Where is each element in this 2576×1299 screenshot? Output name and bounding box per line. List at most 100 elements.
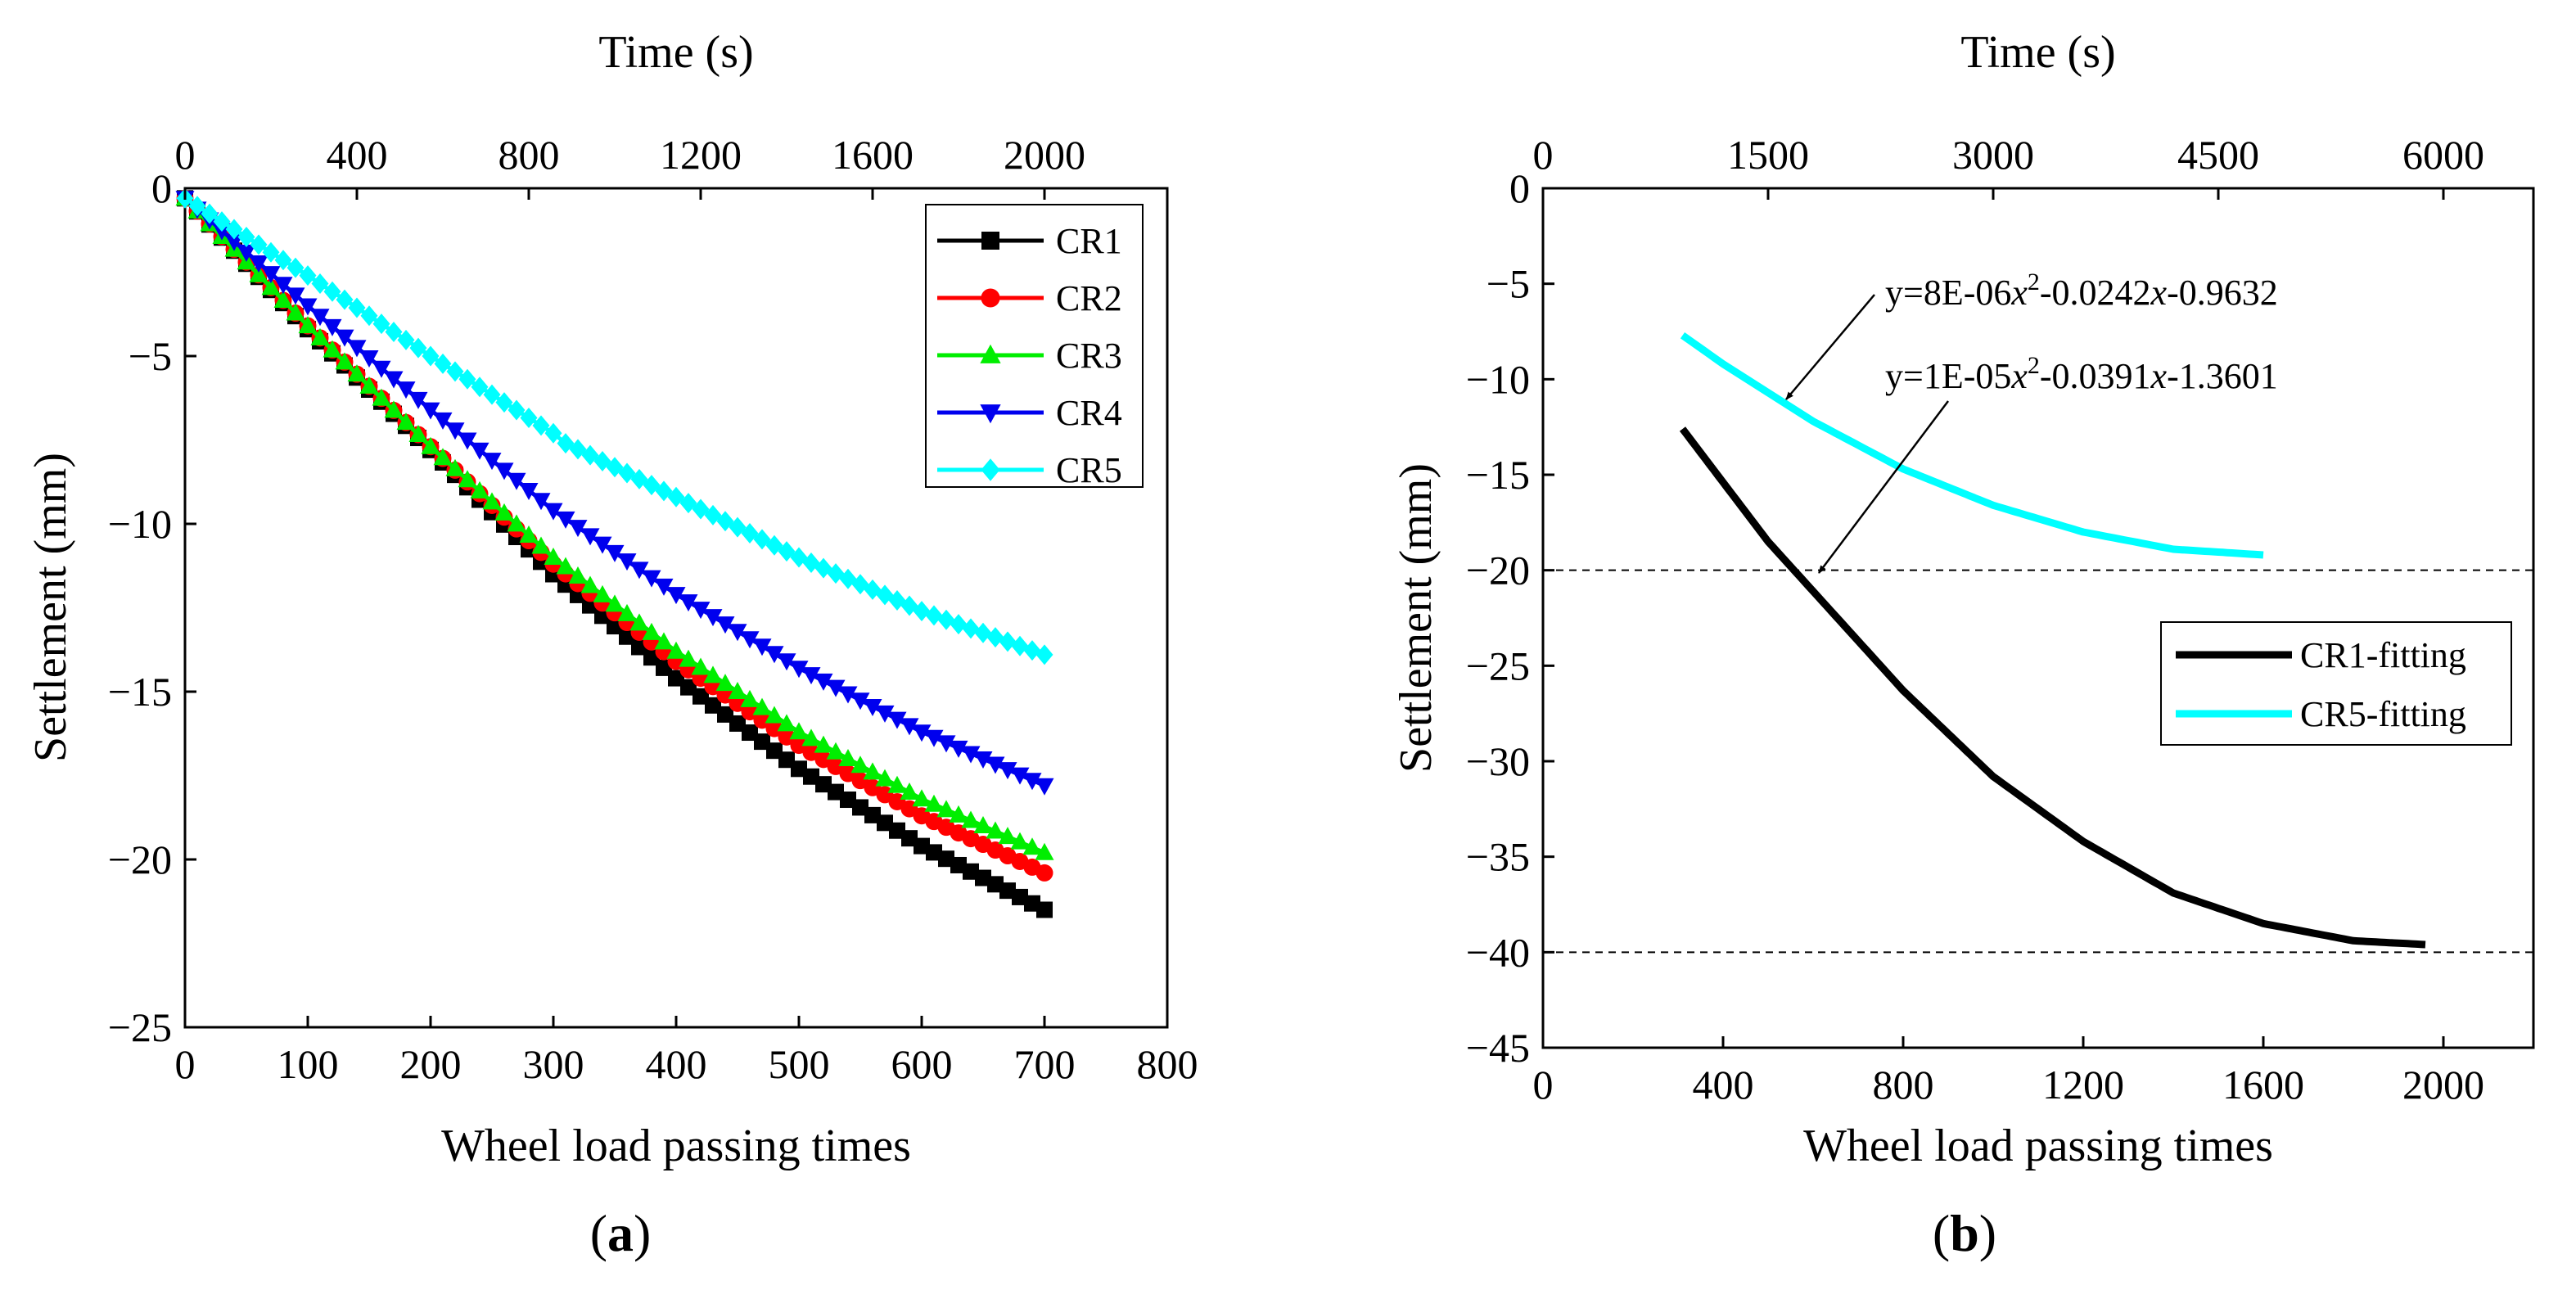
series-cr2-point bbox=[729, 694, 747, 712]
series-cr3-point bbox=[789, 722, 809, 740]
series-cr4-point bbox=[765, 646, 784, 664]
series-cr5-point bbox=[569, 439, 587, 460]
series-cr4-point bbox=[998, 762, 1017, 780]
panel-a-y-tick-label: −10 bbox=[108, 501, 172, 547]
series-cr5-point bbox=[213, 211, 231, 232]
series-cr4-point bbox=[900, 718, 919, 736]
series-cr4-point bbox=[617, 553, 637, 571]
series-cr4-point bbox=[605, 544, 625, 562]
series-cr2-point bbox=[753, 711, 771, 729]
panel-a-x-tick-label: 500 bbox=[769, 1041, 830, 1087]
legend-label-cr1: CR1 bbox=[1056, 221, 1122, 261]
series-cr4-point bbox=[556, 511, 575, 529]
series-cr4-point bbox=[544, 503, 563, 521]
series-cr3-point bbox=[801, 728, 821, 746]
series-cr3-point bbox=[568, 566, 588, 584]
panel-b-y-tick-label: −25 bbox=[1466, 643, 1530, 688]
panel-b-top-x-tick-label: 6000 bbox=[2402, 132, 2484, 178]
series-cr3-point bbox=[998, 827, 1017, 845]
series-cr5-point bbox=[422, 345, 440, 367]
series-cr5-point bbox=[201, 203, 219, 224]
series-cr4-point bbox=[494, 462, 514, 480]
series-cr3-point bbox=[323, 340, 342, 358]
panel-b-x-tick-label: 2000 bbox=[2402, 1062, 2484, 1107]
series-cr3-point bbox=[310, 327, 330, 345]
series-cr3-point bbox=[1035, 842, 1054, 860]
legend-label-cr2: CR2 bbox=[1056, 278, 1122, 318]
panel-b-top-x-tick-label: 0 bbox=[1533, 132, 1554, 178]
series-cr4-point bbox=[1022, 773, 1042, 791]
series-cr3-point bbox=[408, 424, 428, 442]
series-cr4-point bbox=[445, 422, 465, 440]
panel-b-y-axis-title: Settlement (mm) bbox=[1391, 463, 1441, 773]
series-cr2 bbox=[176, 189, 1053, 882]
series-cr3-point bbox=[642, 622, 661, 640]
panel-a-legend: CR1 CR2 CR3 CR4 CR5 bbox=[925, 204, 1144, 490]
series-cr1-point bbox=[1036, 901, 1053, 918]
series-cr5-point bbox=[532, 415, 550, 436]
series-cr4-point bbox=[887, 711, 907, 729]
panel-b-top-x-tick-label: 4500 bbox=[2177, 132, 2259, 178]
series-cr3-point bbox=[544, 548, 563, 565]
series-cr3-point bbox=[335, 352, 354, 370]
series-cr4-point bbox=[629, 562, 649, 580]
series-cr2-point bbox=[741, 703, 759, 721]
series-cr5-point bbox=[753, 529, 771, 550]
panel-a-top-x-tick-label: 800 bbox=[499, 132, 560, 178]
series-cr4-point bbox=[482, 453, 502, 471]
series-cr3-point bbox=[703, 665, 723, 683]
series-cr3-point bbox=[298, 316, 318, 334]
series-cr4-point bbox=[912, 724, 932, 742]
series-cr4-point bbox=[850, 692, 870, 710]
series-cr3-point bbox=[691, 657, 711, 675]
series-cr4-point bbox=[728, 624, 747, 642]
panel-b-y-tick-label: −45 bbox=[1466, 1025, 1530, 1071]
series-cr3-point bbox=[814, 735, 833, 753]
panel-a-y-axis-title: Settlement (mm) bbox=[25, 453, 76, 762]
series-cr5-point bbox=[937, 609, 955, 630]
series-cr4-point bbox=[814, 673, 833, 691]
series-cr5-point bbox=[716, 511, 734, 532]
series-cr4-point bbox=[801, 667, 821, 685]
series-cr5-point bbox=[372, 313, 390, 335]
panel-a-x-tick-label: 100 bbox=[277, 1041, 339, 1087]
series-cr5-point bbox=[188, 196, 206, 217]
legend-label-cr3: CR3 bbox=[1056, 336, 1122, 376]
series-cr4-point bbox=[458, 432, 477, 450]
panel-a-x-tick-label: 800 bbox=[1137, 1041, 1198, 1087]
series-cr4-point bbox=[703, 609, 723, 627]
series-cr3-point bbox=[507, 514, 526, 532]
series-cr3-point bbox=[765, 706, 784, 724]
panel-b-x-tick-label: 1600 bbox=[2222, 1062, 2304, 1107]
series-cr5-point bbox=[495, 392, 513, 413]
panel-a-x-tick-label: 600 bbox=[891, 1041, 953, 1087]
series-cr4-point bbox=[715, 616, 735, 634]
series-cr3-point bbox=[875, 769, 895, 787]
series-cr3-point bbox=[949, 805, 968, 823]
series-cr3-point bbox=[286, 303, 305, 321]
series-cr3-point bbox=[519, 525, 539, 543]
series-cr3-point bbox=[777, 714, 796, 732]
annotation-cr5-equation: y=8E-06x2-0.0242x-0.9632 bbox=[1885, 268, 2278, 313]
panel-a-x-tick-label: 0 bbox=[175, 1041, 196, 1087]
series-cr2-point bbox=[778, 728, 796, 746]
series-cr5-fitting bbox=[1680, 332, 2264, 559]
series-cr4-point bbox=[212, 223, 232, 241]
series-cr1-fitting bbox=[1679, 426, 2426, 949]
series-cr5-point bbox=[618, 462, 636, 484]
panel-a-x-tick-label: 200 bbox=[400, 1041, 462, 1087]
series-cr5-point bbox=[778, 541, 796, 562]
series-cr3-point bbox=[728, 682, 747, 699]
panel-a-label: (a) bbox=[590, 1204, 652, 1262]
series-cr4-point bbox=[310, 309, 330, 327]
series-cr4-point bbox=[531, 493, 551, 511]
series-cr4-point bbox=[568, 520, 588, 538]
series-cr3-point bbox=[482, 492, 502, 510]
panel-b-x-tick-label: 1200 bbox=[2042, 1062, 2124, 1107]
series-cr4-point bbox=[273, 277, 293, 295]
annotation-arrow-cr5 bbox=[1785, 294, 1875, 400]
annotation-cr1-equation: y=1E-05x2-0.0391x-1.3601 bbox=[1885, 352, 2278, 396]
series-cr5-point bbox=[323, 281, 341, 302]
series-cr4-point bbox=[777, 653, 796, 671]
series-cr3-point bbox=[347, 364, 367, 382]
